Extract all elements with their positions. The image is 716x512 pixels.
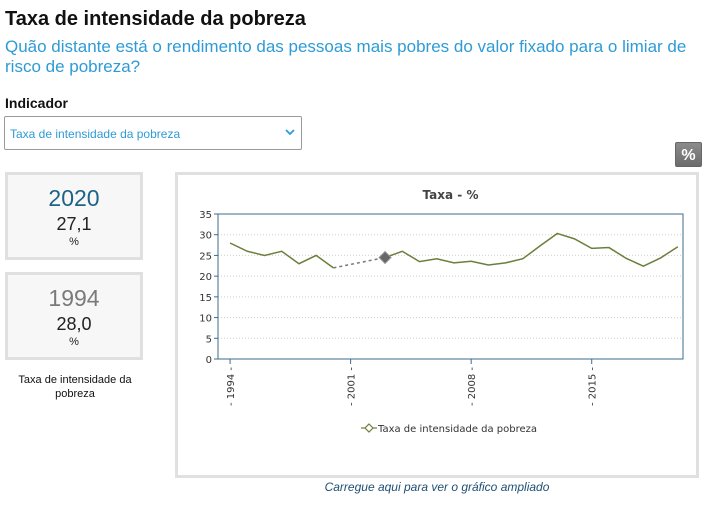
highlighted-point (378, 250, 392, 265)
latest-year: 2020 (48, 185, 100, 211)
chart-title: Taxa - % (423, 188, 479, 202)
y-tick-label: 30 (199, 231, 212, 242)
first-value: 28,0 (56, 314, 92, 334)
series-line (384, 232, 679, 268)
stat-caption: Taxa de intensidade da pobreza (18, 374, 132, 400)
legend-marker (364, 423, 374, 433)
enlarge-chart-link[interactable]: Carregue aqui para ver o gráfico ampliad… (324, 480, 550, 494)
first-year-card: 1994 28,0 % (5, 272, 143, 360)
latest-value: 27,1 (56, 214, 92, 234)
unit-toggle-button[interactable]: % (675, 142, 702, 167)
chart-container[interactable]: Taxa - % 0 5 10 15 20 25 30 35 - 1994 - - 2001 - - … (175, 172, 699, 478)
series-line (229, 242, 334, 269)
series-break-line (333, 256, 386, 269)
first-year: 1994 (48, 285, 100, 311)
chevron-down-icon (285, 129, 295, 136)
y-tick-label: 20 (199, 272, 212, 283)
page-subtitle: Quão distante está o rendimento das pess… (5, 37, 687, 76)
latest-unit: % (69, 236, 79, 248)
y-tick-label: 0 (206, 355, 212, 366)
y-tick-label: 5 (206, 334, 212, 345)
latest-year-card: 2020 27,1 % (5, 172, 143, 260)
indicator-select[interactable]: Taxa de intensidade da pobreza (4, 116, 302, 150)
first-unit: % (69, 336, 79, 348)
legend-label: Taxa de intensidade da pobreza (377, 424, 537, 435)
y-tick-label: 10 (199, 314, 212, 325)
y-tick-label: 25 (199, 251, 212, 262)
x-tick-label: - 2015 - (588, 367, 599, 406)
x-tick-label: - 1994 - (226, 367, 237, 406)
x-tick-label: - 2001 - (347, 367, 358, 406)
x-tick-label: - 2008 - (467, 367, 478, 406)
y-tick-label: 15 (199, 293, 212, 304)
line-chart: Taxa - % 0 5 10 15 20 25 30 35 - 1994 - - 2001 - - … (199, 188, 684, 435)
y-tick-label: 35 (199, 210, 212, 221)
plot-area-border (217, 213, 684, 360)
indicator-label: Indicador (5, 95, 69, 111)
page-title: Taxa de intensidade da pobreza (5, 8, 306, 30)
indicator-selected-value: Taxa de intensidade da pobreza (10, 127, 181, 141)
